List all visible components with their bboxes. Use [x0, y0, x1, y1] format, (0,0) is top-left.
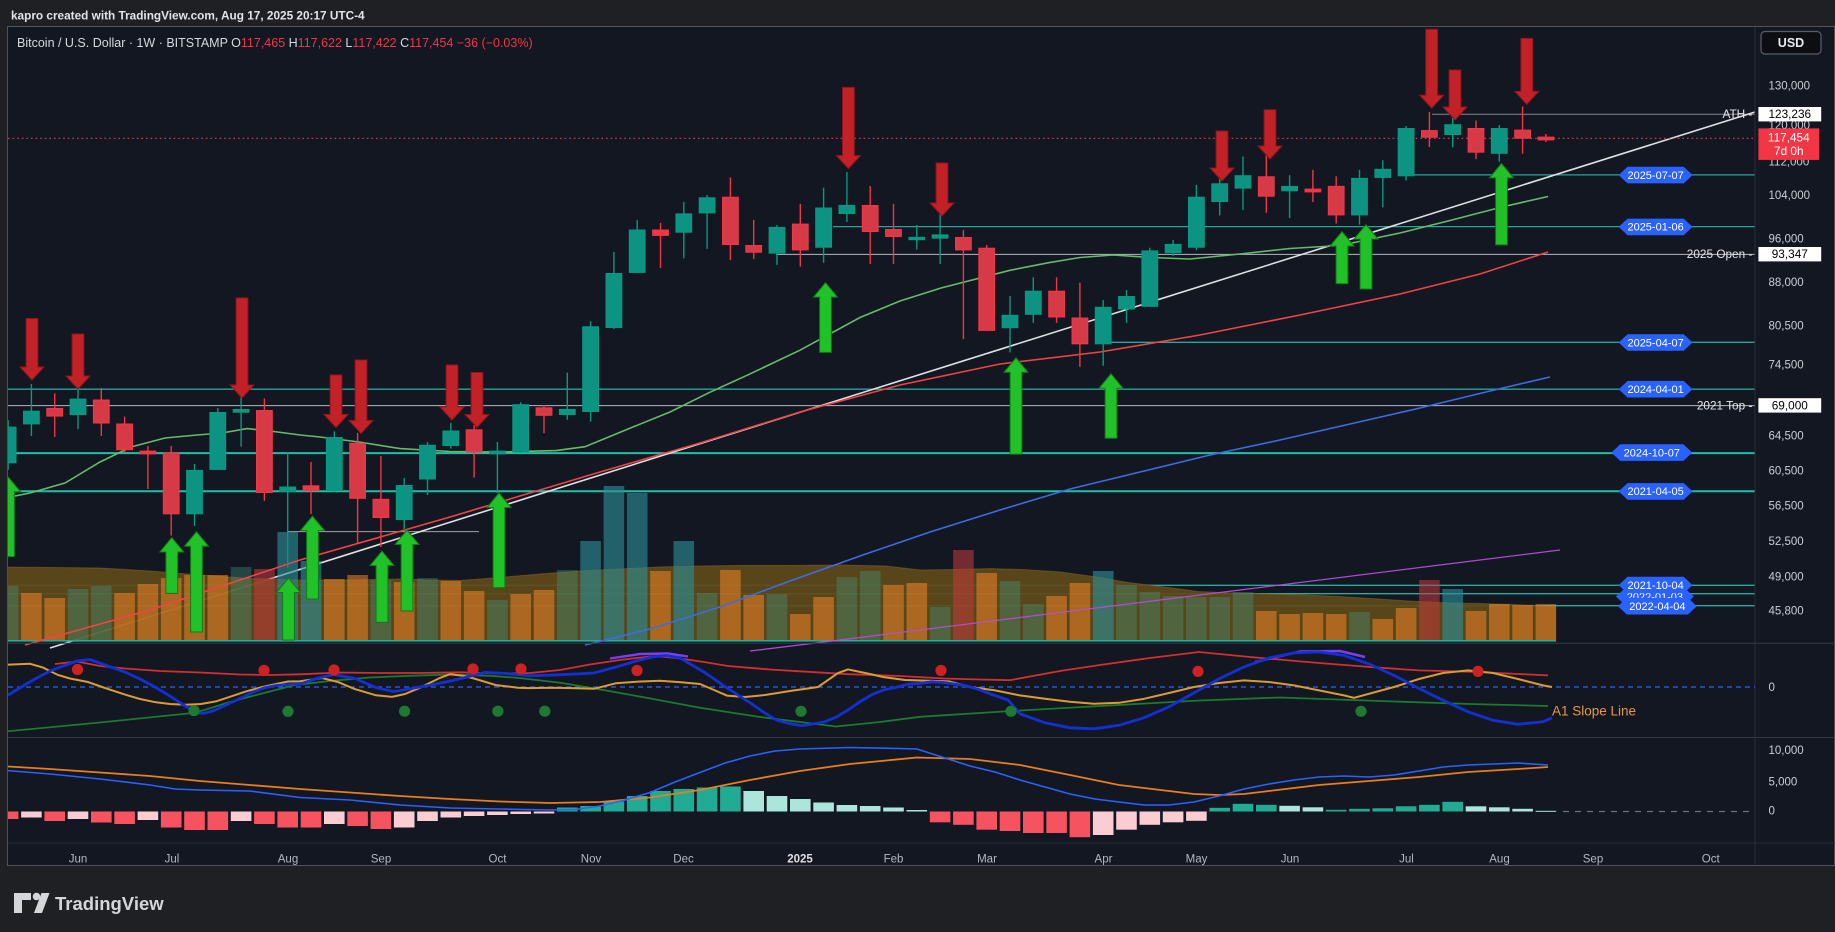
svg-text:A1 Slope Line: A1 Slope Line: [1552, 704, 1636, 719]
svg-text:93,347: 93,347: [1772, 247, 1808, 261]
svg-text:Jul: Jul: [165, 854, 180, 866]
svg-text:2025-07-07: 2025-07-07: [1627, 170, 1683, 182]
svg-text:2022-04-04: 2022-04-04: [1629, 601, 1685, 613]
svg-text:Jun: Jun: [1281, 854, 1300, 866]
svg-text:0: 0: [1769, 682, 1775, 694]
svg-text:10,000: 10,000: [1769, 745, 1804, 757]
svg-text:0: 0: [1769, 805, 1775, 817]
svg-text:Nov: Nov: [581, 854, 602, 866]
svg-text:Oct: Oct: [489, 854, 508, 866]
svg-text:45,800: 45,800: [1769, 605, 1804, 617]
svg-text:Oct: Oct: [1702, 854, 1721, 866]
svg-text:2021 Top -: 2021 Top -: [1697, 398, 1753, 412]
svg-text:2025 Open -: 2025 Open -: [1687, 247, 1753, 261]
svg-text:96,000: 96,000: [1769, 234, 1804, 246]
svg-text:104,000: 104,000: [1769, 190, 1811, 202]
svg-text:80,500: 80,500: [1769, 320, 1804, 332]
svg-text:130,000: 130,000: [1769, 80, 1811, 92]
svg-text:2025-04-07: 2025-04-07: [1627, 337, 1683, 349]
svg-text:Jun: Jun: [69, 854, 88, 866]
svg-text:2024-10-07: 2024-10-07: [1624, 447, 1680, 459]
svg-text:Mar: Mar: [977, 854, 997, 866]
svg-text:TradingView: TradingView: [55, 893, 164, 914]
svg-text:2025: 2025: [787, 854, 813, 866]
svg-text:kapro created with TradingView: kapro created with TradingView.com, Aug …: [11, 9, 365, 23]
svg-text:117,454: 117,454: [1768, 130, 1810, 144]
svg-text:56,500: 56,500: [1769, 501, 1804, 513]
svg-text:7d 0h: 7d 0h: [1774, 144, 1804, 158]
svg-text:52,500: 52,500: [1769, 536, 1804, 548]
svg-text:Dec: Dec: [673, 854, 694, 866]
svg-text:2021-10-04: 2021-10-04: [1627, 580, 1683, 592]
svg-text:USD: USD: [1778, 36, 1804, 50]
svg-text:60,500: 60,500: [1769, 465, 1804, 477]
svg-text:Sep: Sep: [371, 854, 391, 866]
svg-text:64,500: 64,500: [1769, 430, 1804, 442]
svg-text:2024-04-01: 2024-04-01: [1627, 384, 1683, 396]
svg-text:Aug: Aug: [278, 854, 298, 866]
svg-text:2021-04-05: 2021-04-05: [1627, 486, 1683, 498]
svg-text:74,500: 74,500: [1769, 359, 1804, 371]
svg-text:88,000: 88,000: [1769, 277, 1804, 289]
svg-text:49,000: 49,000: [1769, 572, 1804, 584]
svg-text:Sep: Sep: [1583, 854, 1603, 866]
svg-text:Jul: Jul: [1399, 854, 1414, 866]
svg-text:Apr: Apr: [1095, 854, 1113, 866]
svg-text:123,236: 123,236: [1768, 107, 1811, 121]
svg-text:69,000: 69,000: [1772, 398, 1809, 412]
svg-text:May: May: [1186, 854, 1208, 866]
svg-text:Bitcoin / U.S. Dollar · 1W · B: Bitcoin / U.S. Dollar · 1W · BITSTAMP O1…: [17, 36, 533, 50]
svg-text:5,000: 5,000: [1769, 777, 1798, 789]
svg-text:Feb: Feb: [884, 854, 904, 866]
svg-text:ATH -: ATH -: [1722, 107, 1752, 121]
svg-text:Aug: Aug: [1489, 854, 1509, 866]
svg-text:2025-01-06: 2025-01-06: [1627, 222, 1683, 234]
